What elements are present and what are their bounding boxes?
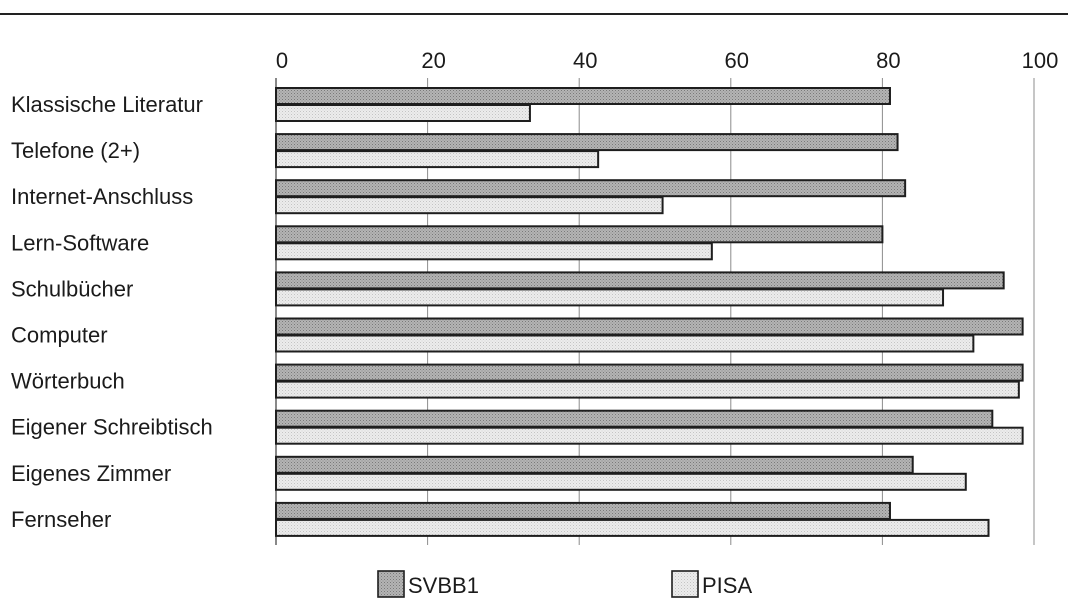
bar-svbb1-computer <box>275 317 1024 336</box>
x-tick-label-40: 40 <box>573 48 597 73</box>
bar-pisa-computer <box>275 334 975 353</box>
category-label-worterbuch: Wörterbuch <box>11 369 125 394</box>
bar-svbb1-eigener-schreibtisch <box>275 409 994 428</box>
x-tick-label-80: 80 <box>876 48 900 73</box>
bar-pisa-eigener-schreibtisch <box>275 426 1024 445</box>
bar-pisa-internet-anschluss <box>275 196 664 215</box>
category-label-schulbucher: Schulbücher <box>11 276 133 301</box>
x-tick-label-20: 20 <box>421 48 445 73</box>
x-tick-label-100: 100 <box>1022 48 1059 73</box>
bar-pisa-lern-software <box>275 242 713 261</box>
legend-label-svbb1: SVBB1 <box>408 573 479 598</box>
category-labels: Klassische Literatur Telefone (2+) Interne… <box>11 92 213 532</box>
bar-svbb1-fernseher <box>275 501 891 520</box>
x-axis-tick-labels: 0 20 40 60 80 100 <box>276 48 1058 73</box>
x-tick-label-0: 0 <box>276 48 288 73</box>
category-label-fernseher: Fernseher <box>11 507 111 532</box>
bar-svbb1-schulbucher <box>275 271 1005 290</box>
bar-svbb1-lern-software <box>275 225 884 244</box>
bar-pisa-klassische-literatur <box>275 104 531 122</box>
category-label-eigenes-zimmer: Eigenes Zimmer <box>11 461 171 486</box>
legend-swatch-pisa <box>671 570 699 598</box>
bar-svbb1-eigenes-zimmer <box>275 455 914 474</box>
x-tick-label-60: 60 <box>725 48 749 73</box>
bar-pisa-worterbuch <box>275 380 1020 399</box>
category-label-klassische-literatur: Klassische Literatur <box>11 92 203 117</box>
bar-pisa-telefone-2 <box>275 150 600 169</box>
category-label-computer: Computer <box>11 323 108 348</box>
bar-svbb1-klassische-literatur <box>275 87 891 105</box>
bar-pisa-eigenes-zimmer <box>275 472 967 491</box>
category-label-internet-anschluss: Internet-Anschluss <box>11 184 193 209</box>
legend-swatch-svbb1 <box>377 570 405 598</box>
legend-label-pisa: PISA <box>702 573 752 598</box>
bars <box>275 87 1024 537</box>
category-label-eigener-schreibtisch: Eigener Schreibtisch <box>11 415 213 440</box>
category-label-telefone-2: Telefone (2+) <box>11 138 140 163</box>
bar-svbb1-internet-anschluss <box>275 179 907 198</box>
bar-svbb1-telefone-2 <box>275 133 899 152</box>
category-label-lern-software: Lern-Software <box>11 230 149 255</box>
bar-pisa-fernseher <box>275 518 990 537</box>
bar-svbb1-worterbuch <box>275 363 1024 382</box>
bar-pisa-schulbucher <box>275 288 945 307</box>
legend: SVBB1 PISA <box>377 570 752 598</box>
